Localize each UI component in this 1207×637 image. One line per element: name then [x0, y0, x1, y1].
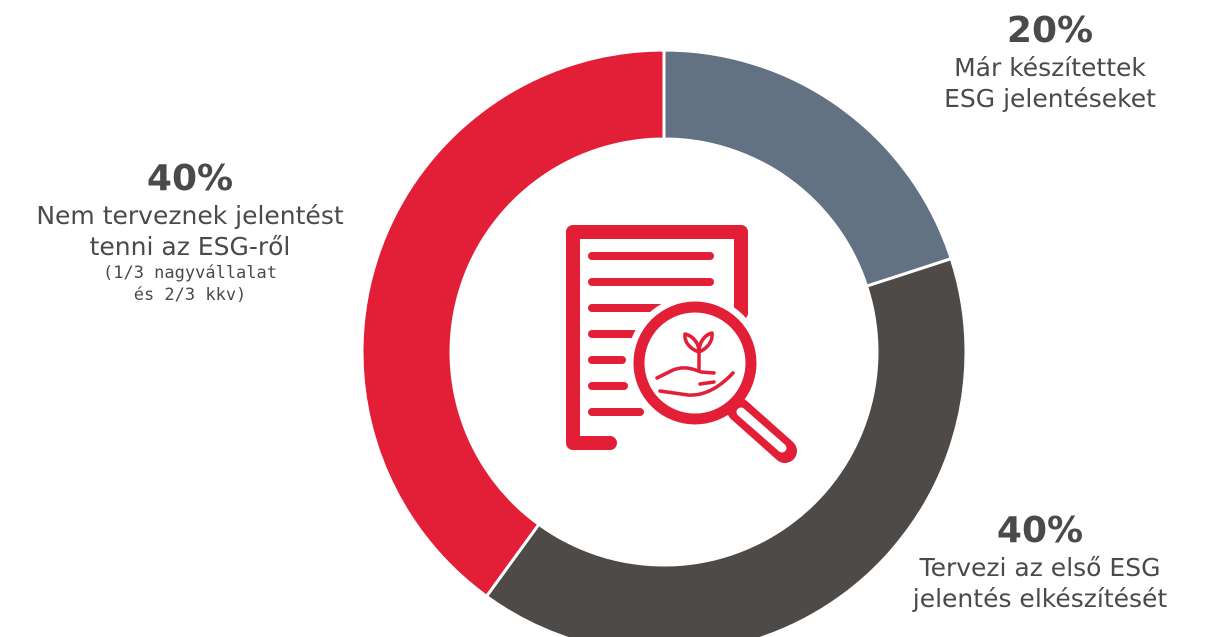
- slice-label-already-reporting: 20% Már készítettek ESG jelentéseket: [900, 10, 1200, 114]
- slice-label-line: Már készítettek: [954, 53, 1146, 82]
- slice-label-note: és 2/3 kkv): [133, 285, 247, 305]
- slice-percent: 20%: [1006, 10, 1094, 51]
- slice-label-not-planning: 40% Nem terveznek jelentést tenni az ESG…: [5, 158, 375, 306]
- slice-percent: 40%: [996, 510, 1084, 551]
- slice-not-planning: [360, 48, 666, 599]
- slice-label-line: jelentés elkészítését: [912, 584, 1168, 613]
- slice-planning-first-report: [484, 256, 968, 637]
- slice-label-note: (1/3 nagyvállalat: [103, 263, 277, 283]
- donut-slices: [360, 48, 968, 637]
- slice-label-line: Nem terveznek jelentést: [36, 201, 344, 230]
- slice-label-line: Tervezi az első ESG: [919, 553, 1161, 582]
- slice-label-line: tenni az ESG-ről: [89, 232, 291, 261]
- slice-label-planning-first: 40% Tervezi az első ESG jelentés elkészí…: [880, 510, 1200, 614]
- slice-label-line: ESG jelentéseket: [944, 84, 1156, 113]
- document-magnifier-plant-icon: [566, 225, 797, 463]
- slice-percent: 40%: [146, 158, 234, 199]
